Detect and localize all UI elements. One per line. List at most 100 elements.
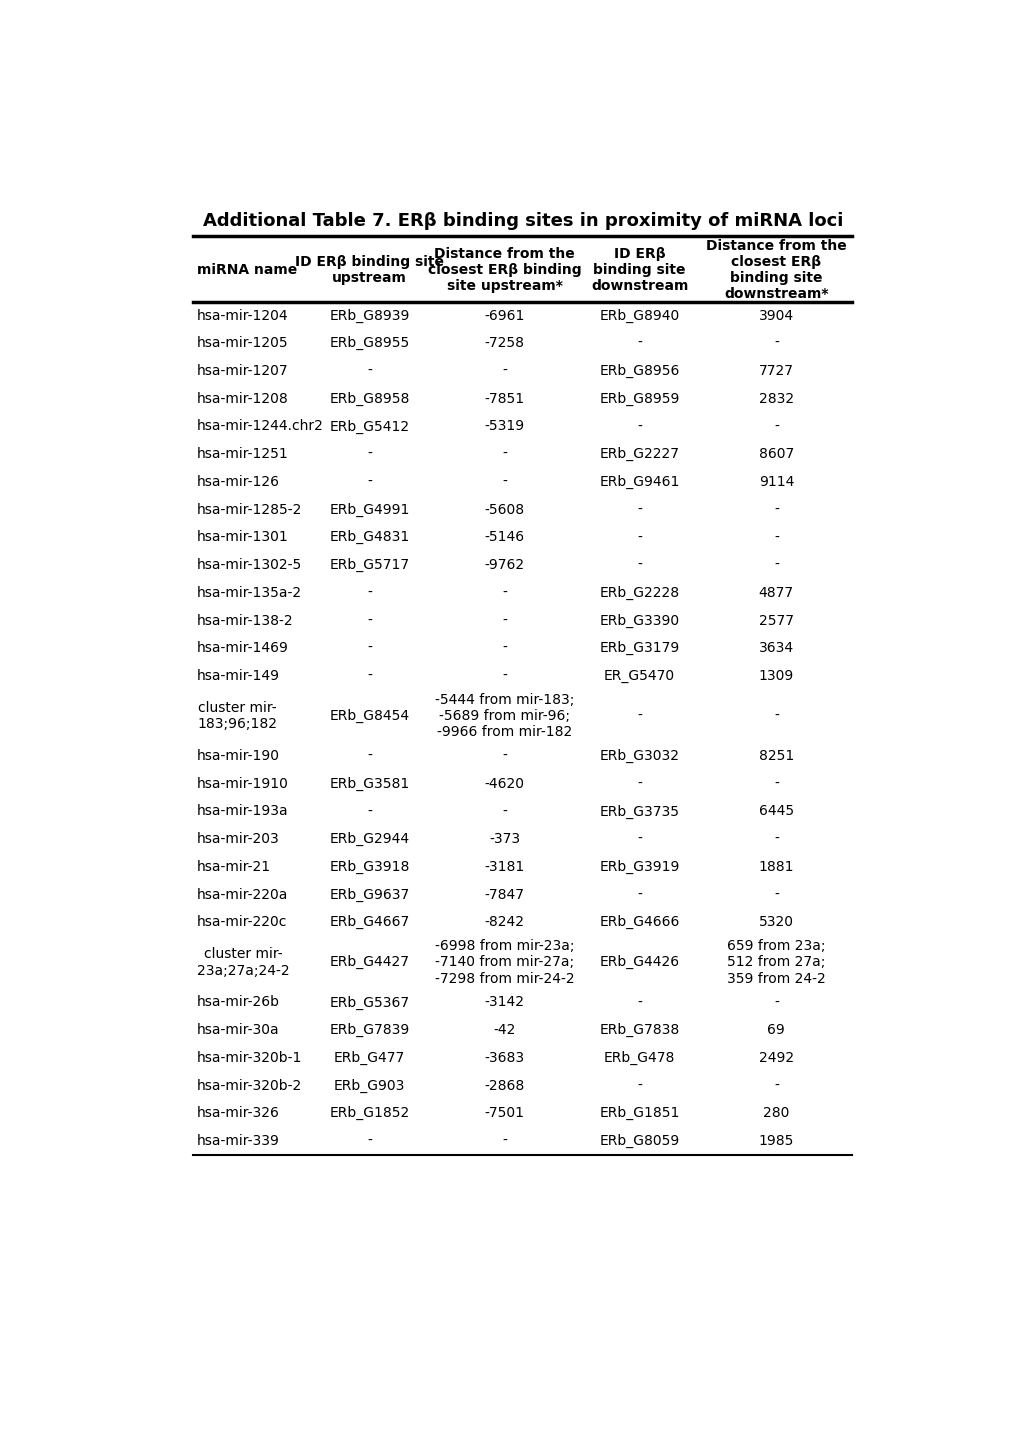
- Text: -7501: -7501: [484, 1107, 524, 1120]
- Text: ERb_G2228: ERb_G2228: [599, 586, 679, 600]
- Text: -: -: [637, 531, 642, 544]
- Text: -: -: [773, 1078, 779, 1092]
- Text: -: -: [637, 709, 642, 723]
- Text: -: -: [501, 475, 506, 489]
- Text: ERb_G8059: ERb_G8059: [599, 1134, 679, 1149]
- Text: -3181: -3181: [484, 860, 524, 874]
- Text: -: -: [637, 558, 642, 571]
- Text: -: -: [773, 833, 779, 846]
- Text: -4620: -4620: [484, 776, 524, 791]
- Text: hsa-mir-320b-2: hsa-mir-320b-2: [197, 1078, 303, 1092]
- Text: 69: 69: [766, 1023, 785, 1038]
- Text: -: -: [773, 420, 779, 433]
- Text: -: -: [501, 641, 506, 655]
- Text: ERb_G3919: ERb_G3919: [599, 860, 680, 874]
- Text: -: -: [773, 531, 779, 544]
- Text: 2492: 2492: [758, 1051, 793, 1065]
- Text: -373: -373: [488, 833, 520, 846]
- Text: hsa-mir-1205: hsa-mir-1205: [197, 336, 288, 351]
- Text: hsa-mir-220c: hsa-mir-220c: [197, 915, 287, 929]
- Text: -2868: -2868: [484, 1078, 524, 1092]
- Text: hsa-mir-30a: hsa-mir-30a: [197, 1023, 279, 1038]
- Text: ERb_G8955: ERb_G8955: [329, 336, 410, 351]
- Text: -: -: [367, 364, 372, 378]
- Text: -: -: [637, 1078, 642, 1092]
- Text: -: -: [637, 996, 642, 1010]
- Text: ERb_G4991: ERb_G4991: [329, 502, 410, 517]
- Text: -: -: [367, 670, 372, 683]
- Text: ERb_G2227: ERb_G2227: [599, 447, 679, 462]
- Text: ERb_G4427: ERb_G4427: [329, 955, 410, 970]
- Text: 7727: 7727: [758, 364, 793, 378]
- Text: hsa-mir-203: hsa-mir-203: [197, 833, 280, 846]
- Text: ERb_G477: ERb_G477: [333, 1051, 405, 1065]
- Text: -3142: -3142: [484, 996, 524, 1010]
- Text: hsa-mir-135a-2: hsa-mir-135a-2: [197, 586, 302, 600]
- Text: ERb_G4667: ERb_G4667: [329, 915, 410, 929]
- Text: -: -: [501, 670, 506, 683]
- Text: -3683: -3683: [484, 1051, 524, 1065]
- Text: -: -: [367, 1134, 372, 1149]
- Text: -: -: [637, 833, 642, 846]
- Text: ERb_G4831: ERb_G4831: [329, 530, 410, 544]
- Text: hsa-mir-1910: hsa-mir-1910: [197, 776, 288, 791]
- Text: hsa-mir-339: hsa-mir-339: [197, 1134, 280, 1149]
- Text: 6445: 6445: [758, 805, 793, 818]
- Text: Distance from the
closest ERβ
binding site
downstream*: Distance from the closest ERβ binding si…: [705, 240, 846, 302]
- Text: 1881: 1881: [758, 860, 794, 874]
- Text: ERb_G5717: ERb_G5717: [329, 558, 410, 573]
- Text: Distance from the
closest ERβ binding
site upstream*: Distance from the closest ERβ binding si…: [427, 247, 581, 293]
- Text: -: -: [637, 336, 642, 351]
- Text: -: -: [367, 749, 372, 763]
- Text: -42: -42: [493, 1023, 516, 1038]
- Text: -: -: [637, 420, 642, 433]
- Text: -: -: [367, 475, 372, 489]
- Text: ERb_G3918: ERb_G3918: [329, 860, 410, 874]
- Text: hsa-mir-1302-5: hsa-mir-1302-5: [197, 558, 303, 571]
- Text: hsa-mir-326: hsa-mir-326: [197, 1107, 280, 1120]
- Text: -: -: [773, 776, 779, 791]
- Text: hsa-mir-138-2: hsa-mir-138-2: [197, 613, 293, 628]
- Text: 4877: 4877: [758, 586, 793, 600]
- Text: cluster mir-
23a;27a;24-2: cluster mir- 23a;27a;24-2: [197, 947, 289, 977]
- Text: hsa-mir-126: hsa-mir-126: [197, 475, 280, 489]
- Text: ERb_G5412: ERb_G5412: [329, 420, 410, 433]
- Text: hsa-mir-26b: hsa-mir-26b: [197, 996, 280, 1010]
- Text: -: -: [501, 1134, 506, 1149]
- Text: -6961: -6961: [484, 309, 525, 323]
- Text: -8242: -8242: [484, 915, 524, 929]
- Text: hsa-mir-220a: hsa-mir-220a: [197, 887, 288, 902]
- Text: -7258: -7258: [484, 336, 524, 351]
- Text: -: -: [367, 447, 372, 462]
- Text: -: -: [367, 805, 372, 818]
- Text: 5320: 5320: [758, 915, 793, 929]
- Text: -: -: [637, 776, 642, 791]
- Text: 659 from 23a;
512 from 27a;
359 from 24-2: 659 from 23a; 512 from 27a; 359 from 24-…: [727, 939, 825, 986]
- Text: 9114: 9114: [758, 475, 793, 489]
- Text: hsa-mir-1204: hsa-mir-1204: [197, 309, 288, 323]
- Text: ERb_G8454: ERb_G8454: [329, 709, 410, 723]
- Text: hsa-mir-1285-2: hsa-mir-1285-2: [197, 502, 303, 517]
- Text: hsa-mir-149: hsa-mir-149: [197, 670, 280, 683]
- Text: 2832: 2832: [758, 391, 793, 405]
- Text: -: -: [367, 641, 372, 655]
- Text: -5146: -5146: [484, 531, 524, 544]
- Text: -: -: [501, 613, 506, 628]
- Text: ER_G5470: ER_G5470: [603, 670, 675, 683]
- Text: hsa-mir-320b-1: hsa-mir-320b-1: [197, 1051, 303, 1065]
- Text: ERb_G8939: ERb_G8939: [329, 309, 410, 323]
- Text: hsa-mir-21: hsa-mir-21: [197, 860, 271, 874]
- Text: -5444 from mir-183;
-5689 from mir-96;
-9966 from mir-182: -5444 from mir-183; -5689 from mir-96; -…: [434, 693, 574, 739]
- Text: -7847: -7847: [484, 887, 524, 902]
- Text: -: -: [501, 749, 506, 763]
- Text: hsa-mir-1208: hsa-mir-1208: [197, 391, 288, 405]
- Text: -: -: [773, 887, 779, 902]
- Text: ERb_G3390: ERb_G3390: [599, 613, 679, 628]
- Text: ERb_G9637: ERb_G9637: [329, 887, 410, 902]
- Text: Additional Table 7. ERβ binding sites in proximity of miRNA loci: Additional Table 7. ERβ binding sites in…: [203, 212, 842, 229]
- Text: ERb_G8958: ERb_G8958: [329, 391, 410, 405]
- Text: -: -: [773, 558, 779, 571]
- Text: ERb_G8956: ERb_G8956: [599, 364, 680, 378]
- Text: 2577: 2577: [758, 613, 793, 628]
- Text: -: -: [367, 613, 372, 628]
